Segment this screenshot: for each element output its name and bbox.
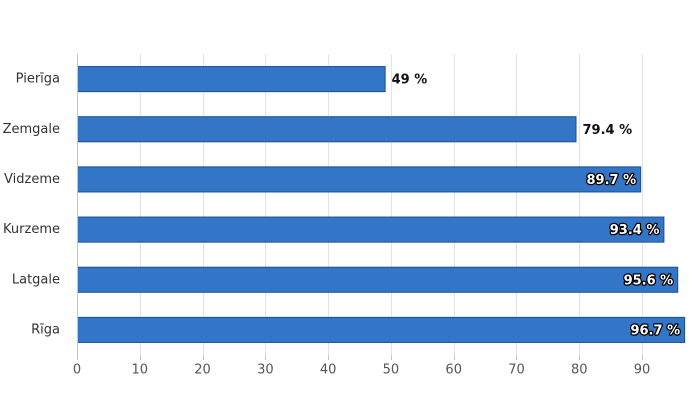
bar [77, 316, 686, 343]
value-axis: 0 10 20 30 40 50 60 70 80 90 [73, 355, 650, 378]
category-axis: Pierīga Zemgale Vidzeme Kurzeme Latgale Rīga [3, 54, 78, 355]
category-label: Zemgale [3, 122, 60, 137]
data-label: 49 % [392, 73, 428, 88]
data-label: 93.4 % [610, 223, 660, 238]
bar [77, 266, 679, 293]
category-label: Pierīga [16, 72, 60, 87]
x-tick-label: 0 [73, 363, 81, 378]
x-tick-label: 90 [634, 363, 651, 378]
category-label: Vidzeme [4, 172, 60, 187]
x-tick-label: 20 [194, 363, 211, 378]
x-tick-label: 30 [257, 363, 274, 378]
category-label: Kurzeme [3, 222, 60, 237]
bar [77, 216, 665, 243]
x-tick-label: 60 [445, 363, 462, 378]
data-label: 95.6 % [624, 273, 674, 288]
bar [77, 166, 642, 193]
x-tick-label: 70 [508, 363, 525, 378]
bars: 49 % 79.4 % 89.7 % 93.4 % 95.6 % 96.7 % [77, 66, 686, 343]
x-tick-label: 40 [320, 363, 337, 378]
category-label: Rīga [31, 322, 60, 337]
bar [77, 116, 577, 143]
grid-lines [140, 54, 643, 355]
bar [77, 66, 386, 93]
x-tick-label: 80 [571, 363, 588, 378]
data-label: 89.7 % [587, 173, 637, 188]
category-label: Latgale [12, 272, 60, 287]
data-label: 79.4 % [583, 123, 633, 138]
x-tick-label: 10 [132, 363, 149, 378]
x-tick-label: 50 [383, 363, 400, 378]
data-label: 96.7 % [630, 323, 680, 338]
